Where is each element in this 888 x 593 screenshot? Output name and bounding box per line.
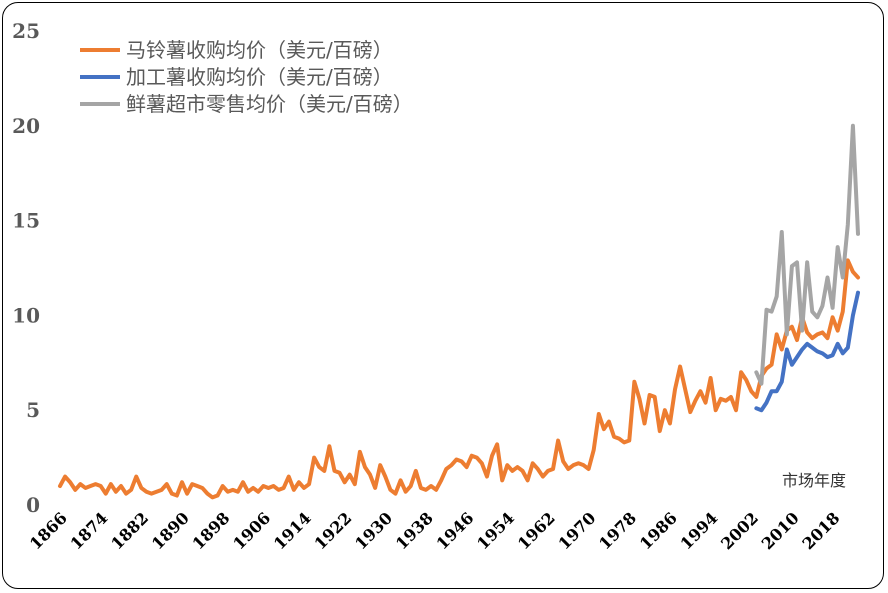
x-tick-label: 2018: [798, 508, 843, 553]
x-tick-label: 1930: [351, 508, 396, 553]
legend-label: 鲜薯超市零售均价（美元/百磅）: [126, 92, 413, 116]
series-line-0: [58, 258, 860, 500]
x-tick-label: 1946: [433, 508, 478, 553]
y-tick-label: 5: [26, 398, 40, 422]
x-tick-label: 1882: [107, 508, 152, 553]
x-tick-label: 1890: [148, 508, 193, 553]
x-tick-label: 1874: [67, 508, 112, 553]
x-tick-label: 1938: [392, 508, 437, 553]
x-tick-label: 1898: [189, 508, 234, 553]
legend: 马铃薯收购均价（美元/百磅） 加工薯收购均价（美元/百磅） 鲜薯超市零售均价（美元/…: [80, 38, 413, 116]
x-tick-label: 1978: [595, 508, 640, 553]
y-tick-label: 15: [12, 209, 40, 233]
x-tick-label: 1962: [514, 508, 559, 553]
x-axis-label: 市场年度: [782, 471, 846, 490]
x-tick-label: 2002: [717, 508, 762, 553]
x-tick-label: 1922: [311, 508, 356, 553]
series-layer: [58, 123, 860, 500]
x-tick-label: 1970: [555, 508, 600, 553]
y-tick-label: 25: [12, 19, 40, 43]
y-tick-label: 10: [12, 303, 40, 327]
x-tick-label: 2010: [758, 508, 803, 553]
y-tick-label: 0: [26, 493, 40, 517]
x-tick-label: 1954: [473, 508, 518, 553]
series-line-2: [754, 123, 860, 386]
x-tick-label: 1994: [677, 508, 722, 553]
y-tick-label: 20: [12, 114, 40, 138]
legend-label: 加工薯收购均价（美元/百磅）: [126, 65, 393, 89]
series-line-1: [754, 290, 860, 413]
x-tick-label: 1914: [270, 508, 315, 553]
x-tick-label: 1906: [229, 508, 274, 553]
x-tick-label: 1986: [636, 508, 681, 553]
legend-label: 马铃薯收购均价（美元/百磅）: [126, 38, 393, 62]
